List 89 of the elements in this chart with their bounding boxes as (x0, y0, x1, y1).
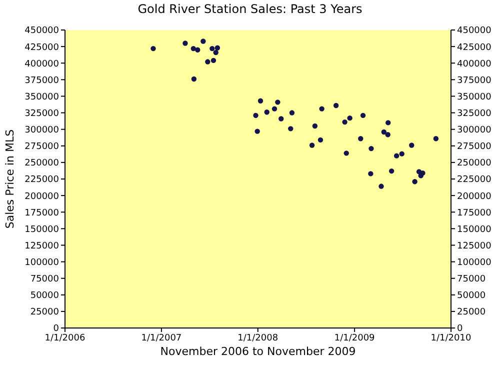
x-tick-label: 1/1/2009 (334, 333, 376, 344)
y-tick-label: 250000 (24, 158, 60, 169)
point (205, 59, 210, 64)
y-tick-label: 450000 (24, 26, 60, 36)
x-tick-label: 1/1/2007 (141, 333, 182, 344)
point (319, 106, 324, 112)
point (264, 110, 270, 115)
y-axis-title: Sales Price in MLS (4, 129, 16, 229)
point (418, 173, 424, 178)
point (289, 110, 295, 116)
y-tick-label: 350000 (24, 92, 60, 102)
y2-tick-label: 200000 (457, 192, 492, 202)
y-tick-label: 150000 (24, 224, 60, 235)
point (385, 132, 390, 138)
point (278, 116, 284, 122)
point (312, 123, 318, 129)
point (344, 150, 349, 156)
y-tick-label: 25000 (30, 308, 60, 318)
y2-tick-label: 375000 (457, 76, 492, 86)
y2-tick-label: 75000 (457, 274, 486, 285)
point (210, 46, 215, 52)
y2-tick-label: 275000 (457, 142, 492, 152)
point (360, 112, 366, 118)
y2-tick-label: 100000 (457, 258, 492, 268)
point (190, 46, 196, 52)
y-tick-label: 0 (53, 324, 60, 334)
point (214, 45, 220, 50)
x-tick-label: 1/1/2008 (238, 333, 278, 344)
point (318, 137, 324, 143)
y2-tick-label: 350000 (457, 92, 492, 102)
y-tick-label: 175000 (24, 208, 60, 218)
point (347, 115, 352, 121)
point (394, 153, 400, 158)
chart-title: Gold River Station Sales: Past 3 Years (136, 2, 364, 16)
y2-tick-label: 250000 (457, 158, 492, 169)
point (200, 38, 206, 44)
point (275, 100, 280, 105)
point (254, 128, 260, 134)
point (191, 76, 197, 82)
y-tick-label: 425000 (24, 42, 60, 53)
point (333, 102, 339, 108)
y-tick-label: 100000 (24, 258, 60, 268)
x-tick-label: 1/1/2010 (430, 333, 472, 344)
point (368, 171, 374, 176)
y-tick-label: 375000 (24, 76, 60, 86)
point (258, 98, 264, 104)
point (210, 58, 216, 64)
y-tick-label: 300000 (24, 126, 60, 136)
x-tick-label: 1/1/2006 (44, 333, 86, 344)
point (368, 146, 374, 152)
point (381, 129, 386, 135)
y-tick-label: 125000 (24, 241, 60, 252)
y-tick-label: 50000 (30, 291, 60, 302)
point (288, 126, 294, 132)
y2-tick-label: 0 (457, 324, 463, 334)
point (213, 50, 218, 56)
y2-tick-label: 175000 (457, 208, 492, 218)
y-tick-label: 75000 (30, 274, 60, 285)
y2-tick-label: 125000 (457, 241, 492, 252)
point (433, 136, 439, 142)
x-axis-title: November 2006 to November 2009 (159, 345, 357, 358)
y-tick-label: 275000 (24, 142, 60, 152)
point (253, 112, 258, 118)
y2-tick-label: 150000 (457, 224, 492, 235)
point (182, 40, 188, 46)
y-tick-label: 225000 (24, 175, 60, 186)
point (388, 168, 394, 174)
y2-tick-label: 400000 (457, 59, 492, 70)
point (412, 179, 418, 184)
y2-tick-label: 325000 (457, 108, 492, 119)
point (342, 119, 348, 125)
point (358, 136, 364, 142)
y2-tick-label: 450000 (457, 26, 492, 36)
y-tick-label: 325000 (24, 108, 60, 119)
point (150, 46, 156, 52)
point (378, 184, 384, 189)
point (272, 106, 278, 112)
y-tick-label: 200000 (24, 192, 60, 202)
y2-tick-label: 50000 (457, 291, 486, 302)
y2-tick-label: 300000 (457, 126, 492, 136)
point (399, 151, 404, 156)
point (386, 120, 391, 126)
point (309, 142, 315, 148)
point (195, 47, 200, 52)
y2-tick-label: 25000 (457, 308, 486, 318)
y-tick-label: 400000 (24, 59, 60, 70)
point (409, 142, 414, 148)
y2-tick-label: 225000 (457, 175, 492, 186)
y2-tick-label: 425000 (457, 42, 492, 53)
